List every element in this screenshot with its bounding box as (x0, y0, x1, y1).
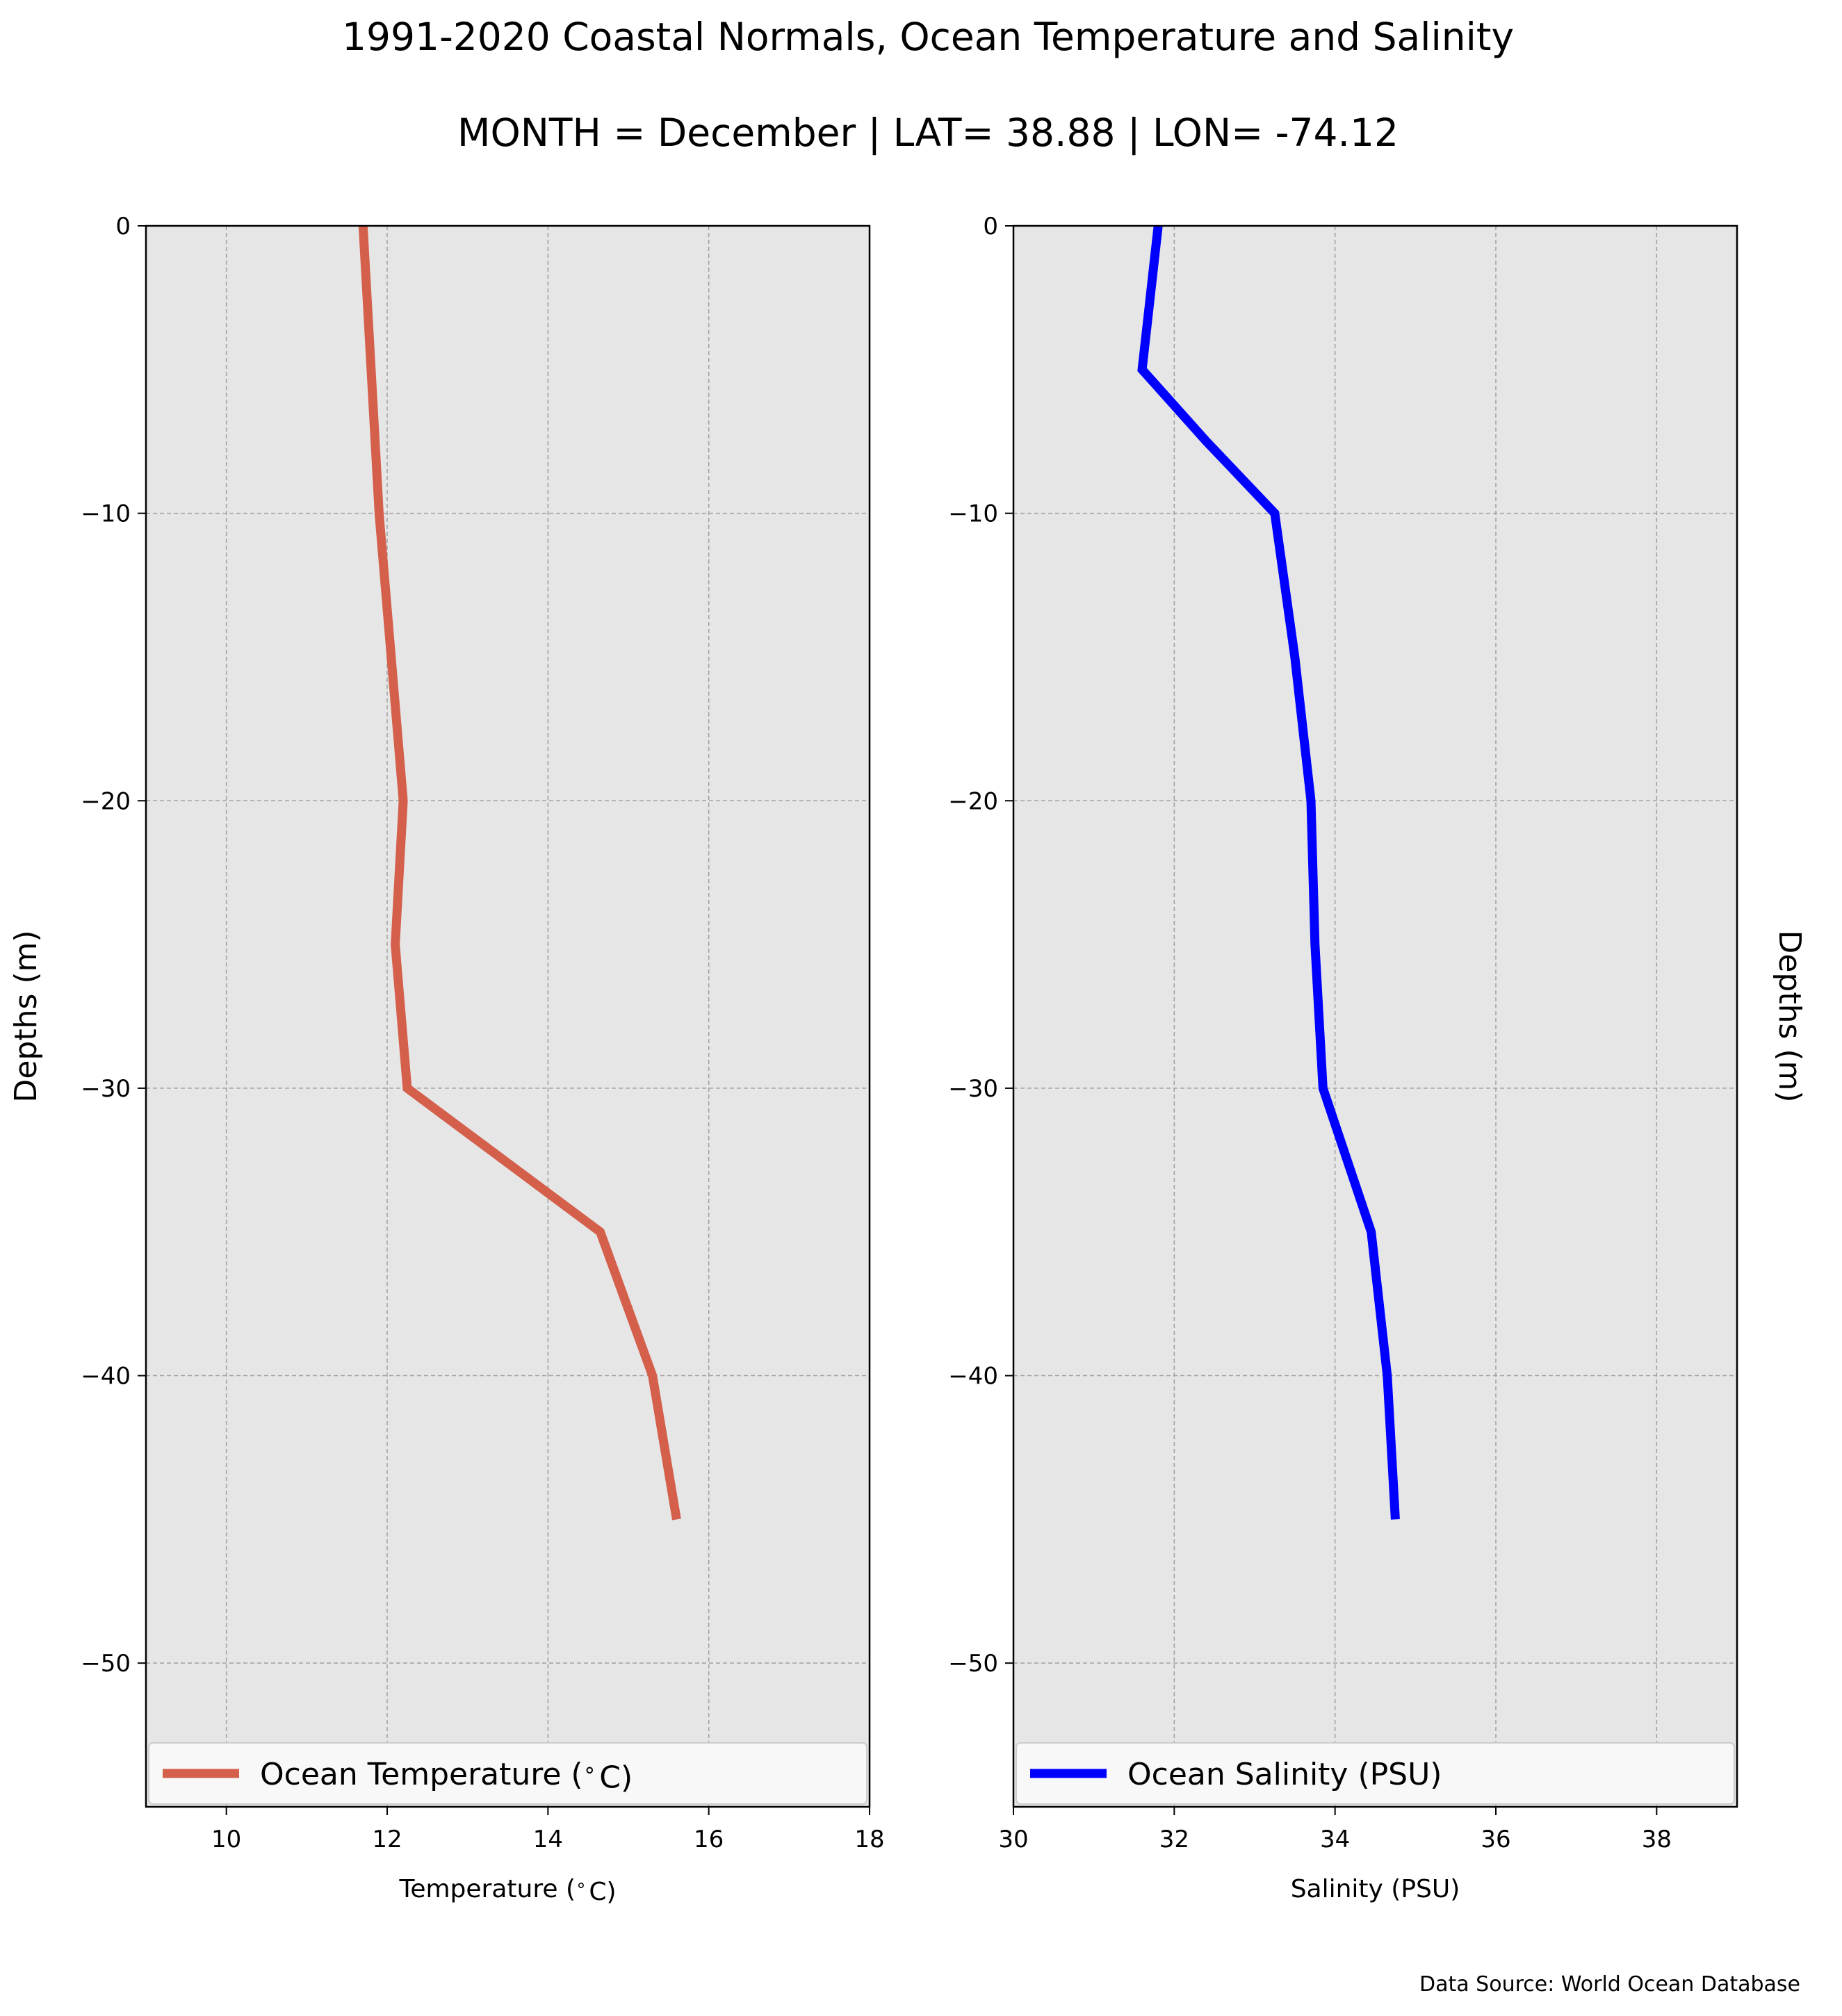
temperature-legend-label: Ocean Temperature (∘ C) (260, 1757, 633, 1796)
temperature-x-tick-label: 10 (211, 1826, 241, 1853)
salinity-x-tick-label: 38 (1642, 1826, 1672, 1853)
temperature-plot-background (146, 226, 870, 1807)
temperature-y-tick-label: −20 (81, 787, 131, 815)
temperature-axes-frame (145, 224, 871, 1808)
salinity-x-axis-label: Salinity (PSU) (1291, 1875, 1460, 1903)
temperature-y-tick-label: −10 (81, 500, 131, 528)
temperature-y-tick-label: −50 (81, 1650, 131, 1678)
salinity-axes-frame (1012, 224, 1738, 1808)
temperature-x-tick-label: 18 (854, 1826, 884, 1853)
temperature-x-axis-label: Temperature (∘ C) (398, 1875, 616, 1906)
figure-title: 1991-2020 Coastal Normals, Ocean Tempera… (342, 15, 1514, 59)
salinity-legend (1016, 1742, 1735, 1805)
salinity-x-tick-label: 30 (998, 1826, 1028, 1853)
salinity-y-tick-label: −10 (948, 500, 998, 528)
salinity-y-tick-label: −20 (948, 787, 998, 815)
data-source-note: Data Source: World Ocean Database (1419, 1972, 1800, 1997)
salinity-legend-label: Ocean Salinity (PSU) (1127, 1757, 1442, 1792)
salinity-y-tick-label: −30 (948, 1075, 998, 1103)
salinity-plot-area: Ocean Salinity (PSU) 30 32 34 36 38 0 −10 −20 −30… (948, 213, 1738, 1853)
salinity-panel: Ocean Salinity (PSU) 30 32 34 36 38 0 −10 −20 −30… (948, 213, 1807, 1903)
salinity-y-axis-label: Depths (m) (1772, 930, 1807, 1102)
salinity-y-tick-label: −40 (948, 1363, 998, 1391)
salinity-x-tick-label: 32 (1159, 1826, 1189, 1853)
salinity-y-tick-label: 0 (983, 213, 998, 240)
temperature-y-tick-label: −40 (81, 1363, 131, 1391)
figure-subtitle: MONTH = December | LAT= 38.88 | LON= -74… (457, 110, 1399, 156)
temperature-legend (148, 1742, 867, 1805)
salinity-series-line (1137, 225, 1400, 1520)
temperature-x-tick-label: 14 (533, 1826, 563, 1853)
temperature-y-axis-label: Depths (m) (8, 930, 44, 1102)
temperature-plot-area: Ocean Temperature (∘ C) 10 12 14 16 18 0 −10 −20… (81, 213, 884, 1853)
temperature-y-tick-label: −30 (81, 1075, 131, 1103)
temperature-y-tick-label: 0 (115, 213, 131, 240)
temperature-series-line (358, 225, 681, 1521)
temperature-x-tick-label: 12 (372, 1826, 402, 1853)
salinity-y-tick-label: −50 (948, 1650, 998, 1678)
salinity-x-tick-label: 36 (1481, 1826, 1510, 1853)
temperature-x-tick-label: 16 (694, 1826, 724, 1853)
salinity-plot-background (1013, 226, 1737, 1807)
temperature-panel: Ocean Temperature (∘ C) 10 12 14 16 18 0 −10 −20… (8, 213, 885, 1906)
salinity-x-tick-label: 34 (1320, 1826, 1350, 1853)
